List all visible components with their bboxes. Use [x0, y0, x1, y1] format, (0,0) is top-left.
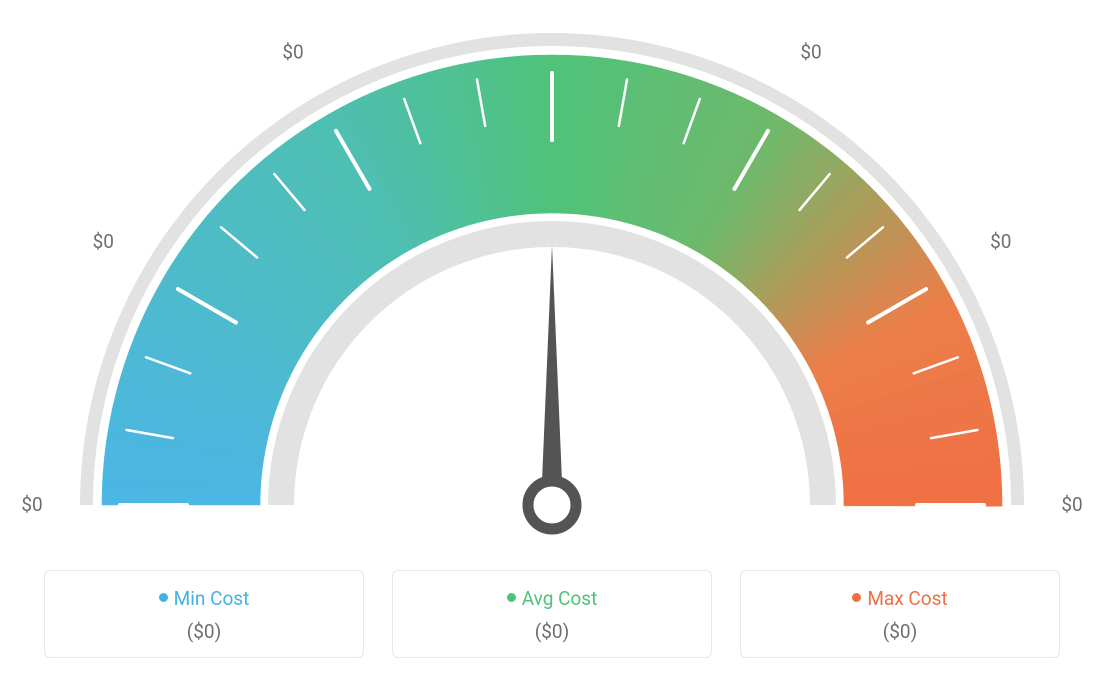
- legend-value-min: ($0): [55, 620, 353, 643]
- svg-text:$0: $0: [282, 40, 303, 63]
- svg-text:$0: $0: [990, 230, 1011, 253]
- svg-text:$0: $0: [800, 40, 821, 63]
- svg-text:$0: $0: [93, 230, 114, 253]
- legend-title-avg: Avg Cost: [403, 587, 701, 610]
- svg-text:$0: $0: [21, 493, 42, 516]
- legend-label-max: Max Cost: [867, 587, 947, 610]
- gauge-area: $0$0$0$0$0$0$0: [0, 0, 1104, 560]
- legend-value-max: ($0): [751, 620, 1049, 643]
- legend-card-min: Min Cost ($0): [44, 570, 364, 658]
- gauge-chart-container: $0$0$0$0$0$0$0 Min Cost ($0) Avg Cost ($…: [0, 0, 1104, 690]
- gauge-svg: $0$0$0$0$0$0$0: [0, 0, 1104, 560]
- legend-label-min: Min Cost: [174, 587, 250, 610]
- legend-label-avg: Avg Cost: [522, 587, 598, 610]
- legend-value-avg: ($0): [403, 620, 701, 643]
- legend-dot-avg: [507, 593, 516, 602]
- svg-text:$0: $0: [1061, 493, 1082, 516]
- legend-dot-max: [852, 593, 861, 602]
- legend-title-min: Min Cost: [55, 587, 353, 610]
- legend-row: Min Cost ($0) Avg Cost ($0) Max Cost ($0…: [0, 560, 1104, 658]
- legend-card-avg: Avg Cost ($0): [392, 570, 712, 658]
- legend-dot-min: [159, 593, 168, 602]
- legend-title-max: Max Cost: [751, 587, 1049, 610]
- legend-card-max: Max Cost ($0): [740, 570, 1060, 658]
